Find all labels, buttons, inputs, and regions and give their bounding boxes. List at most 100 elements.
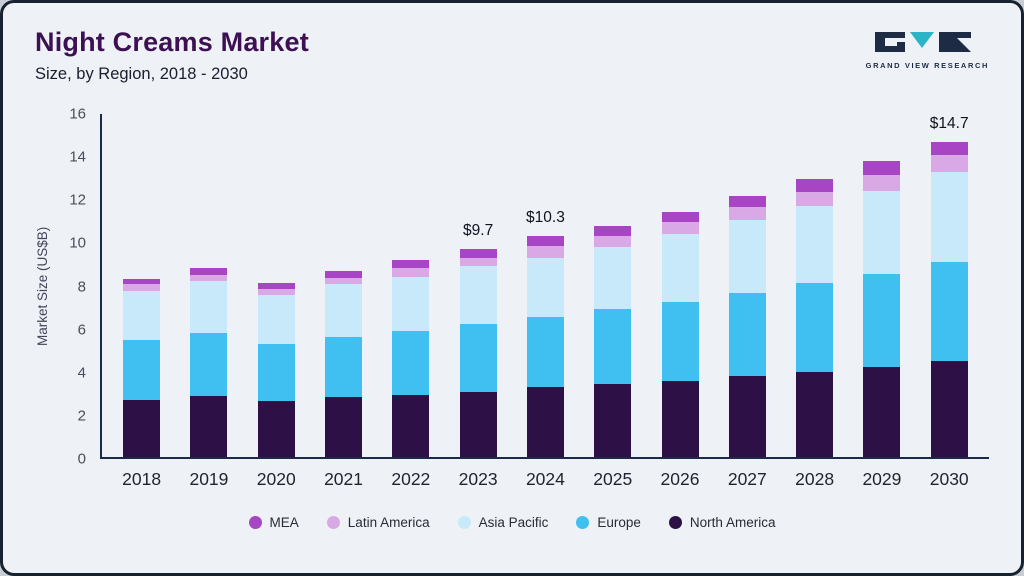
segment-latin-america [526,245,564,258]
segment-mea [863,161,901,176]
plot-area: 2018 2019 2020 2021 2022 $9.7 2023 $10.3 2024 202… [100,114,989,489]
x-axis-label: 2029 [862,469,902,489]
chart-header: Night Creams Market Size, by Region, 201… [35,27,989,84]
segment-latin-america [930,154,968,172]
legend-swatch [668,516,682,529]
legend-item-mea: MEA [248,515,299,530]
x-axis-label: 2026 [660,469,700,489]
segment-latin-america [594,236,632,247]
segment-north-america [325,396,363,457]
y-axis-tick: 12 [69,191,86,209]
x-axis-label: 2028 [795,469,835,489]
segment-mea [526,236,564,246]
gvr-logo: GRAND VIEW RESEARCH [866,27,989,70]
legend-label: Asia Pacific [478,515,549,530]
y-axis-tick: 4 [77,364,86,382]
bar-2025: 2025 [593,225,632,489]
segment-north-america [728,375,766,457]
segment-latin-america [661,222,699,235]
segment-north-america [392,394,430,457]
x-axis-label: 2030 [929,469,969,489]
legend-label: Europe [597,515,641,530]
y-axis-tick: 6 [77,321,86,339]
legend-label: North America [689,515,776,530]
segment-north-america [863,366,901,457]
legend-label: MEA [269,515,299,530]
segment-mea [257,283,295,290]
segment-latin-america [459,257,497,267]
bar-value-annotation: $10.3 [526,209,565,227]
segment-asia-pacific [257,295,295,345]
segment-north-america [526,387,564,457]
segment-europe [526,316,564,388]
segment-latin-america [796,192,834,207]
legend-label: Latin America [347,515,430,530]
bar-value-annotation: $14.7 [929,114,969,132]
title-block: Night Creams Market Size, by Region, 201… [35,27,309,84]
bar-2023: $9.7 2023 [459,222,498,489]
segment-europe [123,340,161,401]
segment-asia-pacific [661,234,699,302]
segment-mea [661,211,699,223]
segment-mea [728,195,766,208]
segment-asia-pacific [392,276,430,331]
segment-mea [392,259,430,269]
bar-2026: 2026 [661,211,699,489]
segment-europe [325,336,363,397]
chart-subtitle: Size, by Region, 2018 - 2030 [35,65,248,83]
bar-2024: $10.3 2024 [526,209,565,489]
segment-north-america [796,372,834,457]
segment-latin-america [863,175,901,192]
segment-europe [190,332,228,396]
segment-mea [930,141,968,155]
segment-europe [257,344,295,402]
segment-latin-america [728,207,766,221]
segment-north-america [661,380,699,457]
segment-north-america [190,395,228,457]
segment-north-america [930,360,968,457]
segment-asia-pacific [796,206,834,284]
segment-latin-america [392,268,430,277]
segment-asia-pacific [728,220,766,294]
segment-europe [796,283,834,373]
bar-2029: 2029 [862,161,901,489]
segment-north-america [257,401,295,457]
segment-mea [796,179,834,193]
y-axis-tick: 14 [69,148,86,166]
segment-asia-pacific [526,257,564,317]
segment-asia-pacific [930,171,968,262]
segment-europe [930,261,968,361]
legend-swatch [576,516,590,529]
y-axis-tick: 16 [69,105,86,123]
segment-europe [661,301,699,381]
x-axis-label: 2024 [525,469,565,489]
y-axis-tick: 2 [77,407,86,425]
segment-latin-america [123,284,161,291]
bar-2018: 2018 [122,279,161,489]
legend: MEA Latin America Asia Pacific Europe North … [35,515,989,530]
segment-asia-pacific [190,281,228,333]
gvr-logo-text: GRAND VIEW RESEARCH [865,61,989,70]
x-axis-label: 2025 [593,469,633,489]
segment-asia-pacific [325,284,363,337]
gvr-logo-icon [875,32,972,52]
bar-2030: $14.7 2030 [930,115,969,489]
segment-mea [190,268,228,275]
x-axis-label: 2022 [391,469,431,489]
y-axis-title: Market Size (US$B) [35,226,50,347]
bar-2020: 2020 [257,283,296,489]
bar-2028: 2028 [795,179,834,489]
segment-europe [863,273,901,367]
bar-2019: 2019 [189,268,228,489]
segment-latin-america [325,278,363,285]
bar-2021: 2021 [324,270,363,489]
bar-2027: 2027 [728,195,767,489]
segment-north-america [594,384,632,457]
segment-asia-pacific [863,191,901,274]
bar-value-annotation: $9.7 [463,222,494,240]
segment-asia-pacific [123,290,161,341]
segment-mea [123,279,161,285]
segment-europe [594,309,632,385]
segment-latin-america [190,274,228,282]
